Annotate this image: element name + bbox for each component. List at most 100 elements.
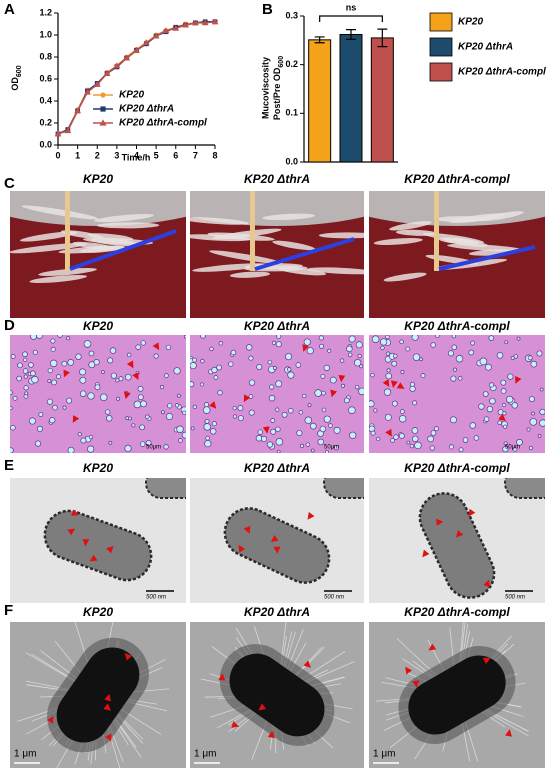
cell bbox=[450, 416, 457, 424]
bacterium bbox=[43, 509, 153, 582]
cell bbox=[412, 400, 418, 406]
cell bbox=[399, 339, 404, 345]
cell bbox=[390, 438, 395, 443]
cell bbox=[399, 409, 405, 414]
arrowhead bbox=[231, 721, 240, 728]
cell bbox=[216, 364, 222, 371]
cell bbox=[502, 424, 508, 429]
cell bbox=[281, 411, 288, 418]
cell bbox=[23, 374, 28, 379]
streak bbox=[38, 267, 97, 277]
arrowhead bbox=[515, 375, 522, 384]
cell bbox=[317, 438, 325, 446]
cell bbox=[500, 379, 507, 386]
x-tick-label: 1 bbox=[75, 150, 80, 160]
cell bbox=[333, 444, 339, 451]
streak bbox=[82, 237, 154, 245]
cell bbox=[468, 349, 475, 356]
cell bbox=[23, 385, 29, 391]
streak bbox=[96, 222, 160, 229]
x-tick-label: 8 bbox=[212, 150, 217, 160]
cell bbox=[75, 353, 82, 360]
arrowhead bbox=[382, 379, 390, 387]
cell bbox=[393, 353, 398, 359]
cell bbox=[537, 433, 542, 438]
streak bbox=[58, 245, 126, 254]
cell bbox=[153, 353, 159, 359]
cell bbox=[303, 338, 311, 346]
cell bbox=[204, 440, 212, 448]
legend-label: KP20 ΔthrA-compl bbox=[458, 67, 546, 78]
cell bbox=[10, 447, 14, 453]
cell bbox=[256, 363, 263, 370]
cell bbox=[24, 391, 29, 396]
arrowhead bbox=[273, 546, 281, 554]
cell bbox=[298, 410, 304, 415]
bacterium-2 bbox=[504, 478, 545, 499]
panel-label: E bbox=[4, 457, 14, 474]
streak bbox=[19, 231, 78, 242]
cell bbox=[160, 385, 165, 390]
cell bbox=[10, 425, 16, 431]
cell bbox=[453, 367, 457, 372]
arrowhead bbox=[385, 428, 392, 437]
cell bbox=[145, 414, 150, 420]
cell bbox=[319, 343, 325, 349]
arrowhead bbox=[105, 733, 112, 742]
arrowhead bbox=[468, 508, 476, 517]
cell bbox=[36, 425, 43, 432]
cell bbox=[176, 393, 181, 398]
cell bbox=[511, 401, 519, 409]
cell bbox=[124, 373, 132, 381]
cell bbox=[87, 392, 95, 400]
arrowhead bbox=[436, 518, 444, 526]
cell bbox=[88, 361, 96, 369]
cell bbox=[67, 446, 75, 453]
cell bbox=[398, 433, 405, 439]
cell bbox=[16, 375, 22, 382]
cell bbox=[22, 351, 28, 358]
cell bbox=[110, 372, 117, 379]
arrowhead bbox=[132, 372, 139, 381]
cell bbox=[539, 408, 545, 415]
cell bbox=[458, 447, 464, 453]
cell bbox=[473, 435, 480, 441]
cell bbox=[173, 367, 181, 375]
cell bbox=[272, 366, 277, 370]
y-tick-label: 0.3 bbox=[285, 10, 298, 20]
cell bbox=[140, 340, 146, 346]
cell bbox=[323, 415, 331, 423]
cell bbox=[49, 417, 56, 424]
arrowhead bbox=[262, 426, 270, 434]
y-tick-label: 1.2 bbox=[39, 7, 52, 17]
cell bbox=[32, 349, 38, 355]
cell bbox=[504, 340, 509, 345]
legend-label: KP20 ΔthrA bbox=[458, 42, 513, 53]
cell bbox=[320, 373, 326, 379]
micrograph bbox=[190, 478, 364, 603]
y-axis-label: OD600 bbox=[10, 65, 22, 90]
arrowhead bbox=[498, 413, 506, 421]
cell bbox=[190, 362, 197, 370]
streak bbox=[307, 267, 364, 275]
cell bbox=[429, 445, 435, 451]
cell bbox=[451, 344, 458, 351]
marker bbox=[211, 18, 219, 25]
y-label-line2: Post/Pre OD bbox=[272, 67, 282, 120]
cell bbox=[202, 406, 211, 414]
arrowhead bbox=[103, 703, 111, 711]
legend-label: KP20 bbox=[119, 90, 144, 101]
arrowhead bbox=[270, 534, 279, 542]
x-tick-label: 2 bbox=[95, 150, 100, 160]
cell bbox=[200, 359, 205, 364]
cell bbox=[430, 342, 436, 348]
cell bbox=[384, 413, 392, 421]
cell bbox=[306, 347, 314, 355]
cell bbox=[94, 384, 101, 391]
cell bbox=[275, 426, 281, 432]
cell bbox=[83, 340, 92, 348]
cell bbox=[347, 352, 353, 358]
cell bbox=[409, 381, 415, 387]
image-title: KP20 ΔthrA-compl bbox=[404, 461, 510, 475]
cell bbox=[257, 429, 263, 435]
